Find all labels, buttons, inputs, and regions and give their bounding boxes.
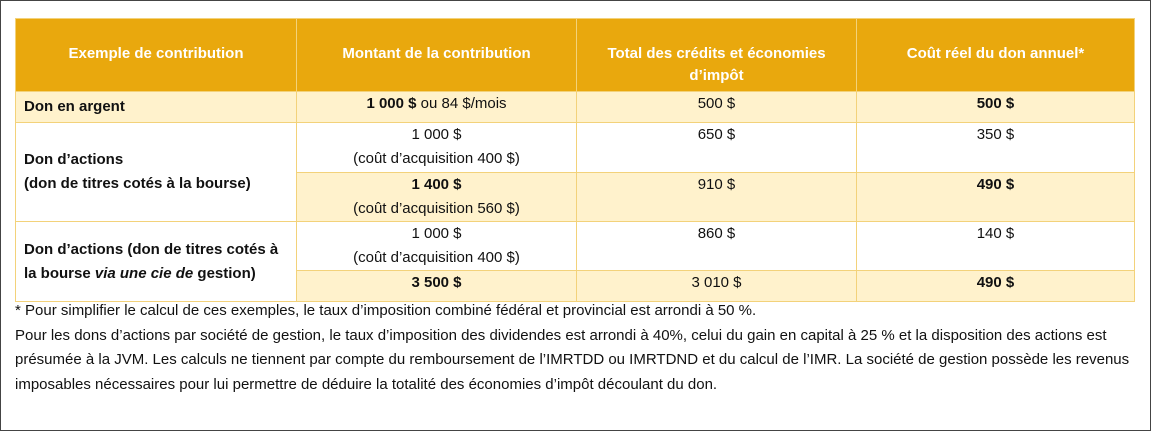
- label-italic: via une cie de: [94, 264, 194, 282]
- amount: 1 400 $: [411, 176, 462, 193]
- amount-note: ou 84 $/mois: [416, 95, 507, 112]
- label-cell: Don d’actions (don de titres cotés à la …: [15, 221, 297, 302]
- label-cell: Don d’actions (don de titres cotés à la b…: [15, 122, 297, 222]
- notes: * Pour simplifier le calcul de ces exemp…: [15, 299, 1137, 397]
- row: Don d’actions (don de titres cotés à la b…: [15, 122, 1135, 222]
- note: * Pour simplifier le calcul de ces exemp…: [15, 302, 757, 319]
- cost-cell: 490 $: [856, 270, 1135, 302]
- amount: 1 000 $: [411, 225, 462, 242]
- label: Don d’actions: [24, 151, 124, 168]
- cost: 490 $: [976, 274, 1015, 291]
- label-cell: Don en argent: [15, 91, 297, 123]
- cost-cell: 350 $: [856, 122, 1135, 173]
- amount: 1 000 $: [411, 126, 462, 143]
- cost-cell: 140 $: [856, 221, 1135, 271]
- amount-cell: 3 500 $: [296, 270, 577, 302]
- amount-note: (coût d’acquisition 560 $): [353, 200, 520, 217]
- amount-cell: 1 000 $ (coût d’acquisition 400 $): [296, 221, 577, 271]
- amount-cell: 1 000 $ (coût d’acquisition 400 $): [296, 122, 577, 173]
- cost-cell: 500 $: [856, 91, 1135, 123]
- label: gestion): [193, 264, 256, 282]
- row: Don en argent 1 000 $ ou 84 $/mois 500 $…: [15, 91, 1135, 123]
- header-cell: Montant de la contribution: [296, 18, 577, 92]
- label: Don en argent: [24, 98, 125, 115]
- header-cell: Total des crédits et économies d’impôt: [576, 18, 857, 92]
- cost: 500 $: [976, 95, 1015, 112]
- credits-cell: 3 010 $: [576, 270, 857, 302]
- credits-cell: 500 $: [576, 91, 857, 123]
- amount-cell: 1 000 $ ou 84 $/mois: [296, 91, 577, 123]
- contribution-table: Exemple de contribution Montant de la co…: [15, 18, 1135, 302]
- cost-cell: 490 $: [856, 172, 1135, 222]
- header-cell: Exemple de contribution: [15, 18, 297, 92]
- header-cell: Coût réel du don annuel*: [856, 18, 1135, 92]
- amount: 1 000 $: [366, 95, 417, 112]
- credits-cell: 650 $: [576, 122, 857, 173]
- credits-cell: 910 $: [576, 172, 857, 222]
- amount: 3 500 $: [411, 274, 462, 291]
- header-row: Exemple de contribution Montant de la co…: [15, 18, 1135, 92]
- label: (don de titres cotés à la bourse): [24, 175, 251, 192]
- row: 1 400 $ (coût d’acquisition 560 $) 910 $ …: [16, 172, 1135, 222]
- amount-cell: 1 400 $ (coût d’acquisition 560 $): [296, 172, 577, 222]
- credits-cell: 860 $: [576, 221, 857, 271]
- amount-note: (coût d’acquisition 400 $): [353, 150, 520, 167]
- row: 3 500 $ 3 010 $ 490 $: [16, 270, 1135, 302]
- amount-note: (coût d’acquisition 400 $): [353, 249, 520, 266]
- label: Don d’actions (don de titres cotés à la …: [24, 240, 279, 282]
- note: Pour les dons d’actions par société de g…: [15, 326, 1130, 393]
- row: Don d’actions (don de titres cotés à la …: [15, 221, 1135, 302]
- cost: 490 $: [976, 176, 1015, 193]
